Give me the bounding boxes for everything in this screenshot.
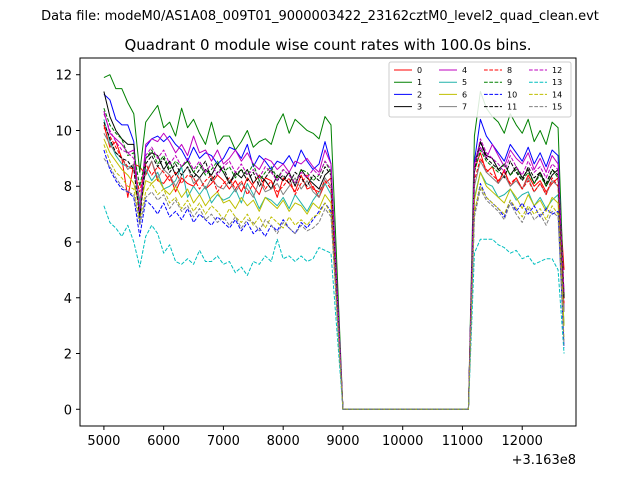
x-tick-label: 8000 — [267, 434, 300, 449]
legend-box — [388, 61, 572, 118]
y-tick-label: 2 — [64, 348, 72, 363]
y-axis: 0 2 4 6 8 10 12 — [55, 69, 80, 418]
legend-label-8: 8 — [507, 66, 512, 75]
series-line-4 — [103, 110, 565, 410]
legend-label-7: 7 — [462, 103, 467, 112]
legend-label-4: 4 — [462, 66, 467, 75]
series-line-6 — [103, 138, 565, 410]
x-tick-label: 6000 — [147, 434, 180, 449]
series-line-15 — [103, 158, 565, 410]
legend-label-10: 10 — [507, 90, 517, 99]
y-tick-label: 0 — [64, 403, 72, 418]
series-layer — [103, 74, 565, 410]
legend-label-2: 2 — [417, 90, 422, 99]
x-tick-label: 12000 — [502, 434, 543, 449]
x-tick-label: 10000 — [382, 434, 423, 449]
legend-label-9: 9 — [507, 78, 512, 87]
y-tick-label: 12 — [55, 69, 72, 84]
figure-suptitle: Data file: modeM0/AS1A08_009T01_90000034… — [41, 9, 599, 24]
series-line-9 — [103, 108, 565, 410]
series-line-13 — [103, 205, 565, 410]
x-axis: 5000 6000 7000 8000 9000 10000 11000 12000 — [87, 426, 543, 449]
legend-label-6: 6 — [462, 90, 467, 99]
legend-label-0: 0 — [417, 66, 422, 75]
legend-label-14: 14 — [552, 90, 562, 99]
legend-label-13: 13 — [552, 78, 562, 87]
series-line-7 — [103, 133, 565, 410]
x-tick-label: 5000 — [87, 434, 120, 449]
x-offset-label: +3.163e8 — [512, 453, 576, 468]
legend-label-15: 15 — [552, 103, 562, 112]
legend-label-1: 1 — [417, 78, 422, 87]
legend-label-11: 11 — [507, 103, 517, 112]
series-line-8 — [103, 127, 565, 410]
legend-label-12: 12 — [552, 66, 562, 75]
y-tick-label: 6 — [64, 236, 72, 251]
series-line-12 — [103, 113, 565, 410]
y-tick-label: 4 — [64, 292, 72, 307]
series-line-14 — [103, 144, 565, 410]
chart-title: Quadrant 0 module wise count rates with … — [124, 36, 531, 54]
x-tick-label: 9000 — [326, 434, 359, 449]
x-tick-label: 11000 — [442, 434, 483, 449]
x-tick-label: 7000 — [207, 434, 240, 449]
plot-area — [80, 58, 576, 426]
y-tick-label: 8 — [64, 180, 72, 195]
y-tick-label: 10 — [55, 124, 72, 139]
legend-label-5: 5 — [462, 78, 467, 87]
legend-label-3: 3 — [417, 103, 422, 112]
